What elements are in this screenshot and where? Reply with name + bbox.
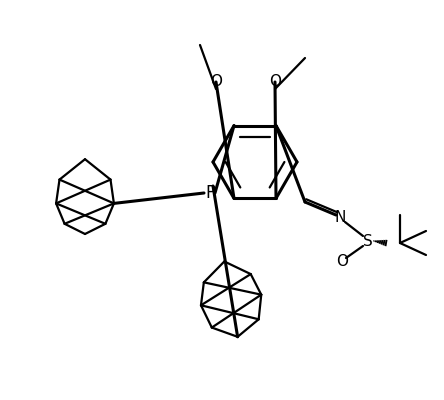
Text: P: P [205, 184, 215, 202]
Text: O: O [336, 254, 348, 270]
Text: O: O [210, 74, 222, 90]
Text: N: N [334, 210, 346, 224]
Text: S: S [363, 234, 373, 248]
Text: O: O [269, 74, 281, 90]
